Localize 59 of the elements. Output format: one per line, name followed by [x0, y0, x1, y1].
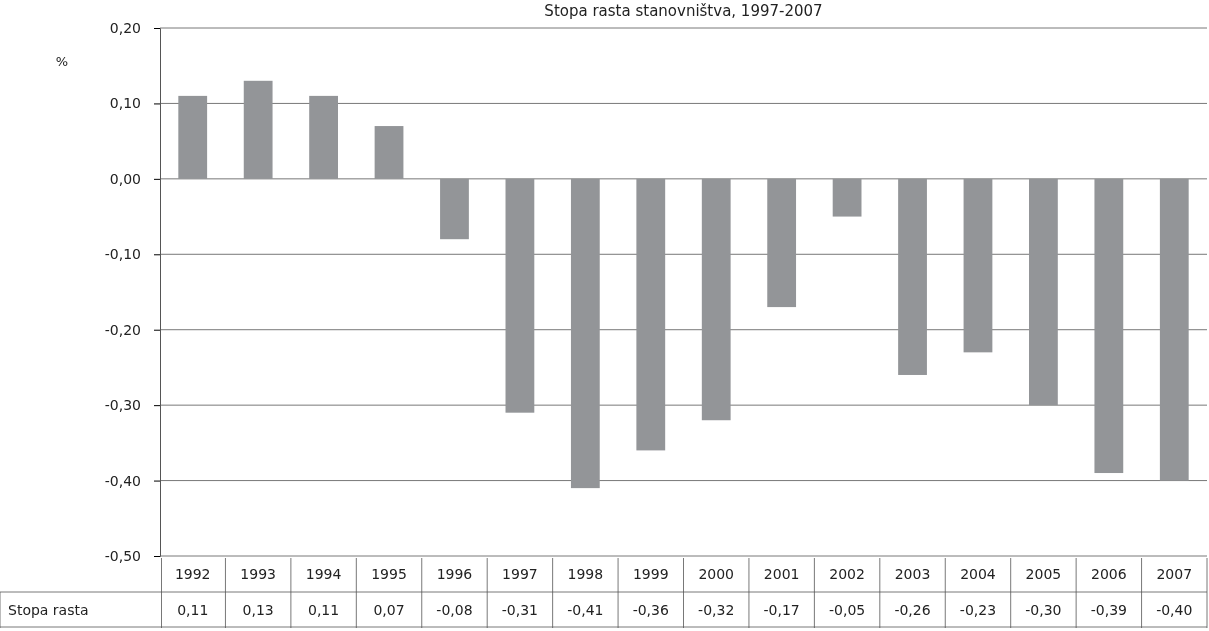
y-tick-label: -0,50: [104, 547, 141, 564]
bar: [1029, 178, 1058, 406]
x-tick-label: 2006: [1091, 566, 1127, 582]
data-label: -0,17: [763, 602, 800, 618]
bar: [767, 178, 797, 308]
bar: [636, 178, 666, 451]
x-tick-label: 1998: [567, 566, 604, 582]
bar: [898, 178, 927, 375]
x-tick-label: 1992: [174, 566, 211, 582]
bar: [178, 95, 208, 179]
x-tick-label: 2004: [960, 566, 996, 582]
bar: [243, 80, 273, 179]
x-tick-label: 2003: [894, 566, 931, 582]
bar: [374, 126, 404, 179]
data-label: -0,30: [1025, 602, 1062, 618]
data-label: 0,11: [177, 602, 209, 618]
data-label: -0,40: [1156, 602, 1193, 618]
y-tick-label: -0,20: [104, 321, 141, 338]
y-tick-label: -0,30: [104, 397, 141, 414]
data-label: 0,07: [373, 602, 405, 618]
x-tick-label: 1996: [436, 566, 473, 582]
bar: [505, 178, 535, 413]
y-axis-title: %: [55, 53, 69, 69]
y-tick-label: 0,00: [109, 170, 141, 187]
data-label: 0,13: [242, 602, 274, 618]
bar: [570, 178, 600, 489]
x-tick-label: 1997: [502, 566, 538, 582]
data-label: -0,39: [1090, 602, 1127, 618]
x-tick-label: 2005: [1025, 566, 1062, 582]
x-tick-label: 1994: [305, 566, 342, 582]
x-tick-label: 2001: [763, 566, 800, 582]
data-label: 0,11: [308, 602, 340, 618]
x-tick-label: 1995: [371, 566, 407, 582]
x-tick-label: 1999: [632, 566, 669, 582]
y-tick-label: 0,10: [109, 95, 141, 112]
chart-title: Stopa rasta stanovništva, 1997-2007: [544, 2, 823, 20]
y-tick-label: -0,10: [104, 246, 141, 263]
bar: [440, 178, 469, 240]
y-tick-label: -0,40: [104, 472, 141, 489]
data-label: -0,08: [436, 602, 473, 618]
data-label: -0,26: [894, 602, 931, 618]
bar: [963, 178, 993, 353]
data-label: -0,23: [959, 602, 997, 618]
bar: [309, 95, 338, 179]
x-tick-label: 2000: [698, 566, 735, 582]
bar: [832, 178, 862, 217]
y-tick-label: 0,20: [109, 19, 141, 36]
x-tick-label: 2002: [829, 566, 865, 582]
text: Stopa rasta: [8, 602, 89, 618]
x-tick-label: 2007: [1156, 566, 1193, 582]
data-label: -0,05: [828, 602, 866, 618]
data-label: -0,31: [501, 602, 539, 618]
data-label: -0,41: [567, 602, 604, 618]
data-label: -0,36: [632, 602, 669, 618]
bar: [1094, 178, 1124, 474]
bar: [1159, 178, 1189, 481]
x-tick-label: 1993: [240, 566, 276, 582]
bar: [701, 178, 731, 421]
data-label: -0,32: [698, 602, 735, 618]
